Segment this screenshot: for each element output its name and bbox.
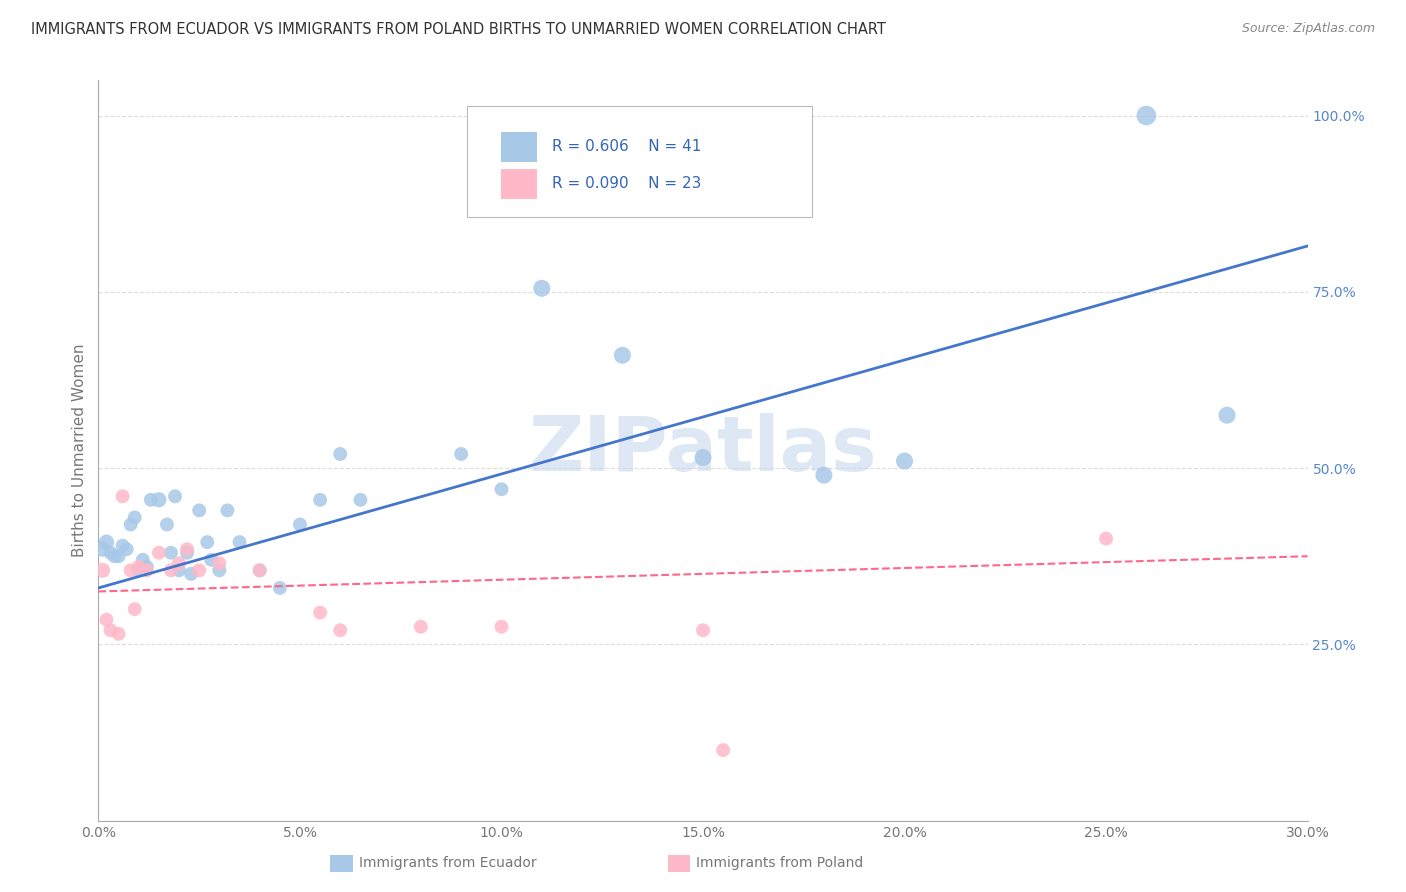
Point <box>491 482 513 496</box>
Text: Immigrants from Ecuador: Immigrants from Ecuador <box>359 856 536 871</box>
Point <box>120 563 142 577</box>
Point <box>139 492 162 507</box>
Point <box>329 447 352 461</box>
Point <box>188 563 211 577</box>
Point <box>1095 532 1118 546</box>
Point <box>111 489 134 503</box>
Point <box>612 348 634 362</box>
Point <box>195 535 218 549</box>
Point <box>288 517 311 532</box>
Point <box>208 563 231 577</box>
Point <box>96 535 118 549</box>
Point <box>148 492 170 507</box>
Point <box>309 492 332 507</box>
Point <box>100 546 122 560</box>
Point <box>200 553 222 567</box>
Point <box>107 549 129 564</box>
Point <box>135 563 157 577</box>
Point <box>309 606 332 620</box>
Point <box>115 542 138 557</box>
Point <box>228 535 250 549</box>
FancyBboxPatch shape <box>501 132 537 161</box>
Point <box>148 546 170 560</box>
Point <box>329 624 352 638</box>
Point <box>249 563 271 577</box>
Point <box>167 563 190 577</box>
Point <box>100 624 122 638</box>
Point <box>1135 109 1157 123</box>
Point <box>176 546 198 560</box>
Point <box>120 517 142 532</box>
Point <box>124 510 146 524</box>
Point <box>180 566 202 581</box>
Point <box>135 559 157 574</box>
Point <box>692 450 714 465</box>
Point <box>176 542 198 557</box>
Point <box>188 503 211 517</box>
Text: ZIPatlas: ZIPatlas <box>529 414 877 487</box>
Point <box>91 563 114 577</box>
Point <box>107 627 129 641</box>
Text: IMMIGRANTS FROM ECUADOR VS IMMIGRANTS FROM POLAND BIRTHS TO UNMARRIED WOMEN CORR: IMMIGRANTS FROM ECUADOR VS IMMIGRANTS FR… <box>31 22 886 37</box>
Point <box>269 581 291 595</box>
Point <box>124 602 146 616</box>
Point <box>167 556 190 570</box>
Text: R = 0.090    N = 23: R = 0.090 N = 23 <box>551 177 702 192</box>
Point <box>160 546 183 560</box>
Point <box>450 447 472 461</box>
Point <box>160 563 183 577</box>
Point <box>249 563 271 577</box>
Point <box>103 549 125 564</box>
Point <box>692 624 714 638</box>
Point <box>217 503 239 517</box>
Point <box>128 559 150 574</box>
Point <box>163 489 186 503</box>
Point <box>409 620 432 634</box>
Point <box>530 281 553 295</box>
Point <box>91 542 114 557</box>
Point <box>208 556 231 570</box>
Point <box>1216 408 1239 422</box>
Text: Immigrants from Poland: Immigrants from Poland <box>696 856 863 871</box>
Point <box>156 517 179 532</box>
Text: R = 0.606    N = 41: R = 0.606 N = 41 <box>551 139 702 154</box>
Point <box>111 539 134 553</box>
Text: Source: ZipAtlas.com: Source: ZipAtlas.com <box>1241 22 1375 36</box>
FancyBboxPatch shape <box>501 169 537 199</box>
Y-axis label: Births to Unmarried Women: Births to Unmarried Women <box>72 343 87 558</box>
Point <box>491 620 513 634</box>
Point <box>132 553 155 567</box>
Point <box>349 492 371 507</box>
FancyBboxPatch shape <box>467 106 811 218</box>
Point <box>96 613 118 627</box>
Point <box>711 743 734 757</box>
Point <box>813 468 835 483</box>
Point <box>128 563 150 577</box>
Point <box>893 454 915 468</box>
